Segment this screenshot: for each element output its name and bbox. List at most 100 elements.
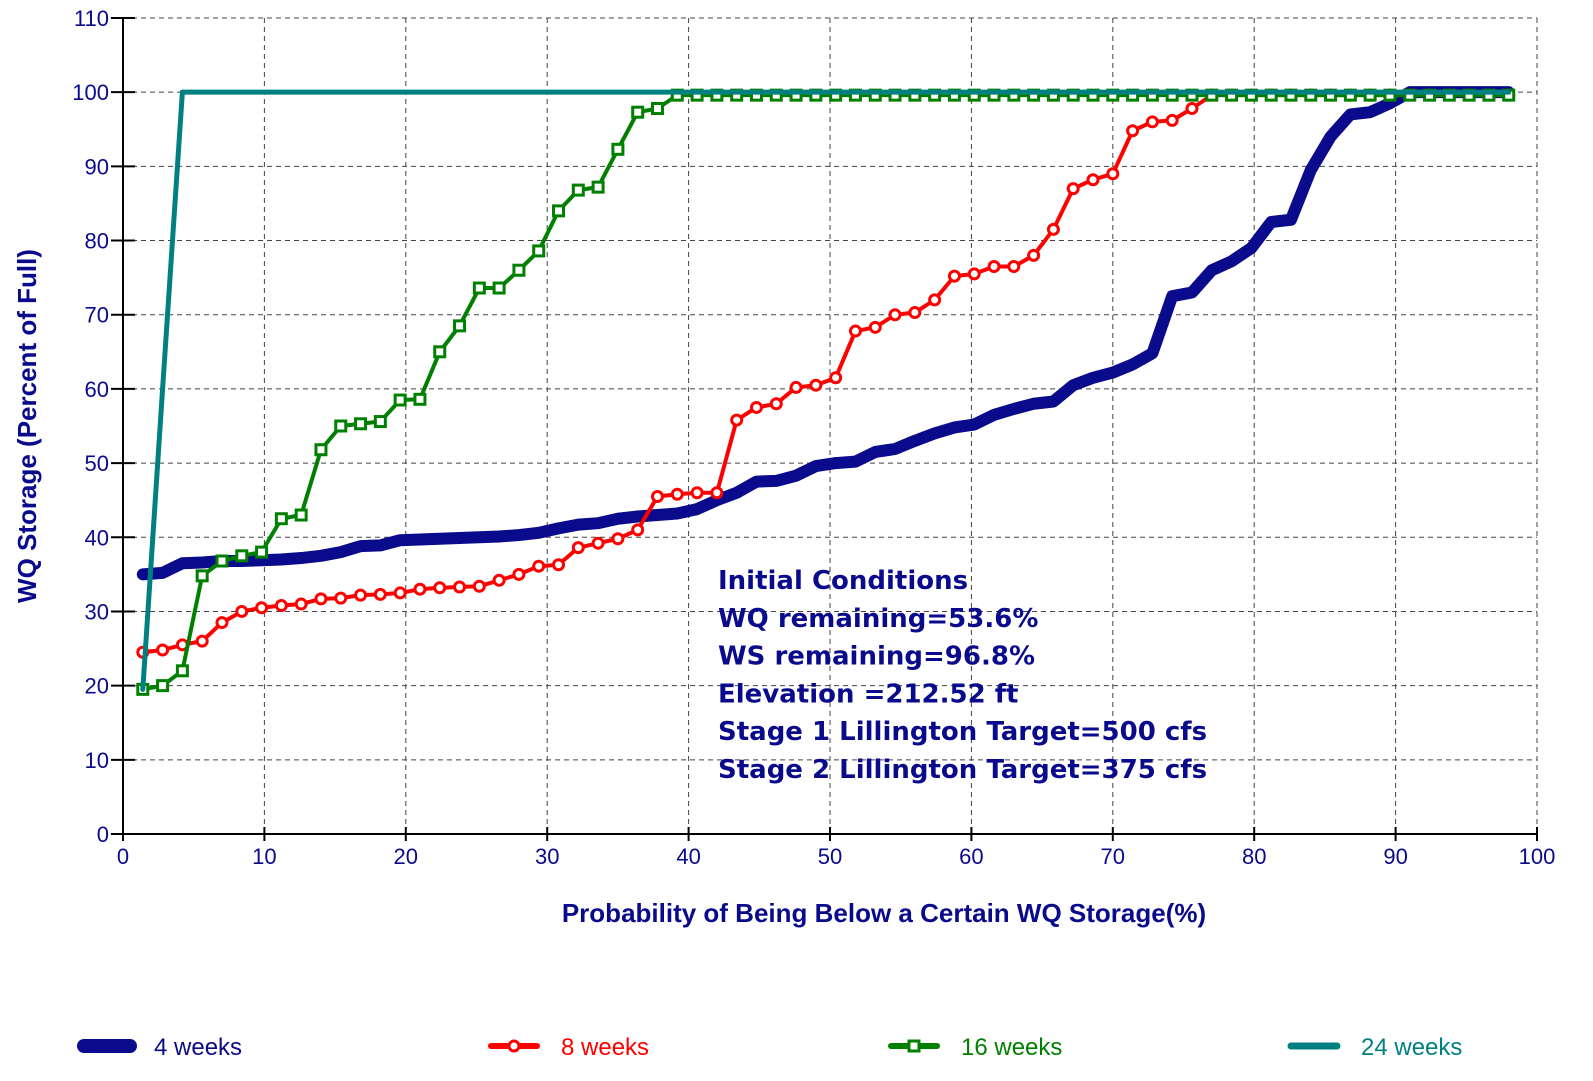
series-line xyxy=(140,89,1512,692)
marker xyxy=(532,244,546,258)
marker xyxy=(947,269,961,283)
marker xyxy=(334,591,348,605)
legend-marker xyxy=(907,1039,921,1053)
y-tick-label: 90 xyxy=(85,154,109,179)
annotation: WQ remaining=53.6% xyxy=(718,604,1038,634)
marker xyxy=(294,508,308,522)
legend-marker xyxy=(507,1039,521,1053)
marker xyxy=(215,554,229,568)
marker xyxy=(789,380,803,394)
marker xyxy=(670,487,684,501)
y-tick-label: 60 xyxy=(85,377,109,402)
marker xyxy=(631,523,645,537)
annotation: WS remaining=96.8% xyxy=(718,642,1035,672)
marker xyxy=(591,180,605,194)
y-tick-label: 20 xyxy=(85,674,109,699)
marker xyxy=(888,308,902,322)
marker xyxy=(611,142,625,156)
marker xyxy=(571,541,585,555)
marker xyxy=(868,320,882,334)
marker xyxy=(967,267,981,281)
annotation: Stage 1 Lillington Target=500 cfs xyxy=(718,717,1207,747)
annotation: Stage 2 Lillington Target=375 cfs xyxy=(718,755,1207,785)
marker xyxy=(453,580,467,594)
x-tick-label: 80 xyxy=(1242,844,1266,869)
marker xyxy=(413,582,427,596)
marker xyxy=(809,378,823,392)
legend-label: 16 weeks xyxy=(961,1034,1062,1061)
marker xyxy=(1046,222,1060,236)
marker xyxy=(274,599,288,613)
legend-label: 8 weeks xyxy=(561,1034,649,1061)
y-tick-label: 100 xyxy=(72,80,109,105)
y-tick-label: 0 xyxy=(97,822,109,847)
y-tick-label: 70 xyxy=(85,303,109,328)
marker xyxy=(769,397,783,411)
marker xyxy=(156,643,170,657)
marker xyxy=(631,105,645,119)
marker xyxy=(492,573,506,587)
series-line xyxy=(136,86,1515,581)
x-tick-label: 100 xyxy=(1519,844,1556,869)
series-line xyxy=(140,93,1511,692)
x-tick-label: 70 xyxy=(1101,844,1125,869)
marker xyxy=(829,371,843,385)
y-tick-label: 110 xyxy=(74,6,109,31)
marker xyxy=(235,549,249,563)
x-tick-label: 30 xyxy=(535,844,559,869)
marker xyxy=(1106,167,1120,181)
marker xyxy=(255,601,269,615)
marker xyxy=(1027,248,1041,262)
x-tick-label: 50 xyxy=(818,844,842,869)
y-tick-label: 80 xyxy=(85,229,109,254)
marker xyxy=(334,419,348,433)
marker xyxy=(195,569,209,583)
marker xyxy=(611,532,625,546)
marker xyxy=(512,263,526,277)
marker xyxy=(571,183,585,197)
y-axis-label: WQ Storage (Percent of Full) xyxy=(12,249,42,603)
annotation: Elevation =212.52 ft xyxy=(718,679,1018,709)
x-tick-label: 40 xyxy=(676,844,700,869)
marker xyxy=(552,558,566,572)
marker xyxy=(1145,115,1159,129)
marker xyxy=(1126,124,1140,138)
legend-label: 24 weeks xyxy=(1361,1034,1462,1061)
marker xyxy=(710,486,724,500)
marker xyxy=(274,512,288,526)
y-tick-label: 10 xyxy=(85,748,109,773)
marker xyxy=(413,392,427,406)
marker xyxy=(373,587,387,601)
marker xyxy=(453,319,467,333)
marker xyxy=(908,306,922,320)
marker xyxy=(393,586,407,600)
marker xyxy=(314,443,328,457)
marker xyxy=(354,588,368,602)
x-axis-label: Probability of Being Below a Certain WQ … xyxy=(562,898,1206,928)
marker xyxy=(749,400,763,414)
marker xyxy=(650,102,664,116)
marker xyxy=(433,581,447,595)
marker xyxy=(690,486,704,500)
marker xyxy=(650,489,664,503)
marker xyxy=(156,679,170,693)
x-tick-label: 0 xyxy=(117,844,129,869)
x-tick-label: 90 xyxy=(1383,844,1407,869)
marker xyxy=(235,604,249,618)
marker xyxy=(987,260,1001,274)
annotation: Initial Conditions xyxy=(718,566,968,596)
marker xyxy=(1086,173,1100,187)
x-tick-label: 60 xyxy=(959,844,983,869)
x-tick-label: 20 xyxy=(394,844,418,869)
marker xyxy=(492,281,506,295)
marker xyxy=(730,413,744,427)
marker xyxy=(591,536,605,550)
marker xyxy=(255,545,269,559)
marker xyxy=(294,597,308,611)
marker xyxy=(472,579,486,593)
marker xyxy=(512,567,526,581)
y-tick-label: 50 xyxy=(85,451,109,476)
x-tick-label: 10 xyxy=(252,844,276,869)
marker xyxy=(175,664,189,678)
